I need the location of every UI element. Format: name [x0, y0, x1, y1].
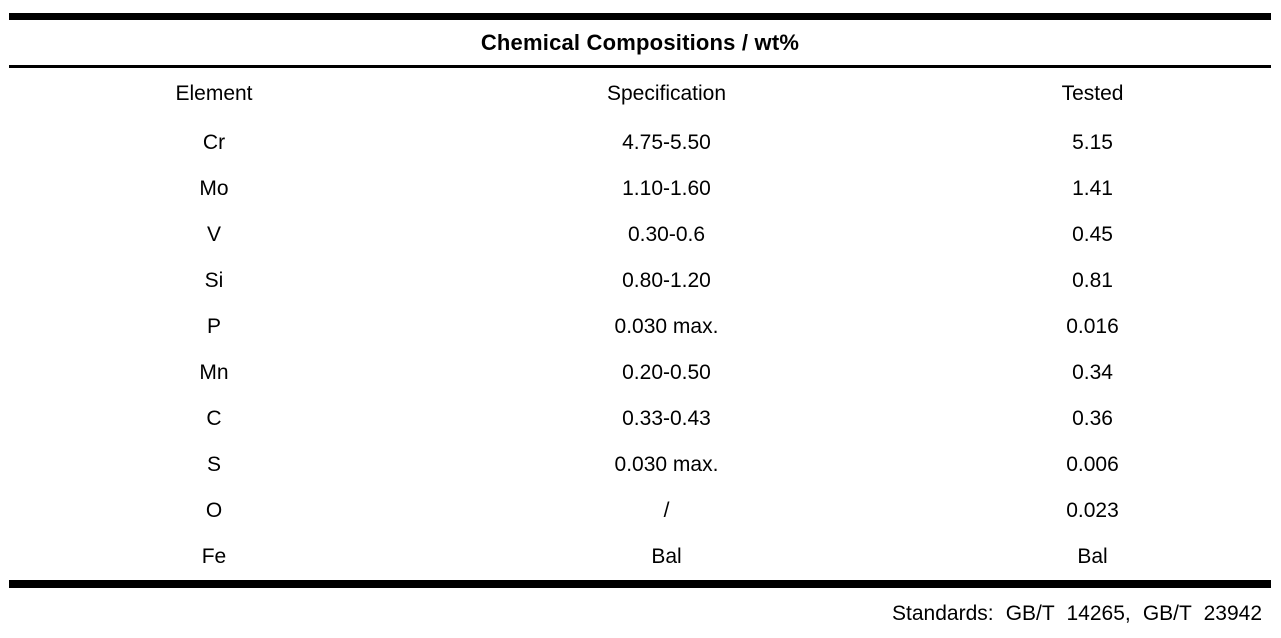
- tested-cell: 0.36: [1072, 407, 1113, 430]
- spec-cell: /: [663, 499, 670, 522]
- tested-cell: Bal: [1077, 545, 1108, 568]
- column-header-tested: Tested: [1061, 82, 1124, 105]
- tested-cell: 0.016: [1066, 315, 1119, 338]
- table-row: V 0.30-0.6 0.45: [9, 212, 1271, 258]
- element-cell: P: [206, 315, 221, 338]
- column-header-element: Element: [175, 82, 253, 105]
- spec-cell: 0.33-0.43: [622, 407, 711, 430]
- element-cell: O: [205, 499, 223, 522]
- tested-cell: 0.81: [1072, 269, 1113, 292]
- table-row: O / 0.023: [9, 488, 1271, 534]
- element-cell: V: [206, 223, 221, 246]
- top-thick-rule: [9, 13, 1271, 20]
- tested-cell: 0.34: [1072, 361, 1113, 384]
- table-row: Fe Bal Bal: [9, 534, 1271, 580]
- table-row: P 0.030 max. 0.016: [9, 304, 1271, 350]
- spec-cell: 0.030 max.: [614, 453, 719, 476]
- standards-note: Standards: GB/T 14265, GB/T 23942: [892, 602, 1262, 625]
- spec-cell: 0.030 max.: [614, 315, 719, 338]
- tested-cell: 5.15: [1072, 131, 1113, 154]
- element-cell: C: [206, 407, 222, 430]
- tested-cell: 0.023: [1066, 499, 1119, 522]
- table-row: Si 0.80-1.20 0.81: [9, 258, 1271, 304]
- element-cell: Si: [204, 269, 224, 292]
- table-row: Mn 0.20-0.50 0.34: [9, 350, 1271, 396]
- tested-cell: 0.006: [1066, 453, 1119, 476]
- tested-cell: 0.45: [1072, 223, 1113, 246]
- element-cell: S: [206, 453, 221, 476]
- column-header-specification: Specification: [606, 82, 727, 105]
- table-row: S 0.030 max. 0.006: [9, 442, 1271, 488]
- table-row: Cr 4.75-5.50 5.15: [9, 120, 1271, 166]
- table-row: C 0.33-0.43 0.36: [9, 396, 1271, 442]
- spec-cell: Bal: [651, 545, 682, 568]
- spec-cell: 0.80-1.20: [622, 269, 711, 292]
- element-cell: Cr: [202, 131, 226, 154]
- table-header-row: Element Specification Tested: [9, 68, 1271, 120]
- element-cell: Mn: [199, 361, 229, 384]
- chemical-composition-table: Element Specification Tested Cr 4.75-5.5…: [9, 68, 1271, 580]
- spec-cell: 1.10-1.60: [622, 177, 711, 200]
- element-cell: Fe: [201, 545, 227, 568]
- spec-cell: 0.20-0.50: [622, 361, 711, 384]
- spec-cell: 4.75-5.50: [622, 131, 711, 154]
- element-cell: Mo: [199, 177, 229, 200]
- header-separator-rule: [9, 65, 1271, 68]
- tested-cell: 1.41: [1072, 177, 1113, 200]
- table-title: Chemical Compositions / wt%: [480, 30, 800, 55]
- spec-cell: 0.30-0.6: [627, 223, 706, 246]
- bottom-thick-rule: [9, 580, 1271, 588]
- table-row: Mo 1.10-1.60 1.41: [9, 166, 1271, 212]
